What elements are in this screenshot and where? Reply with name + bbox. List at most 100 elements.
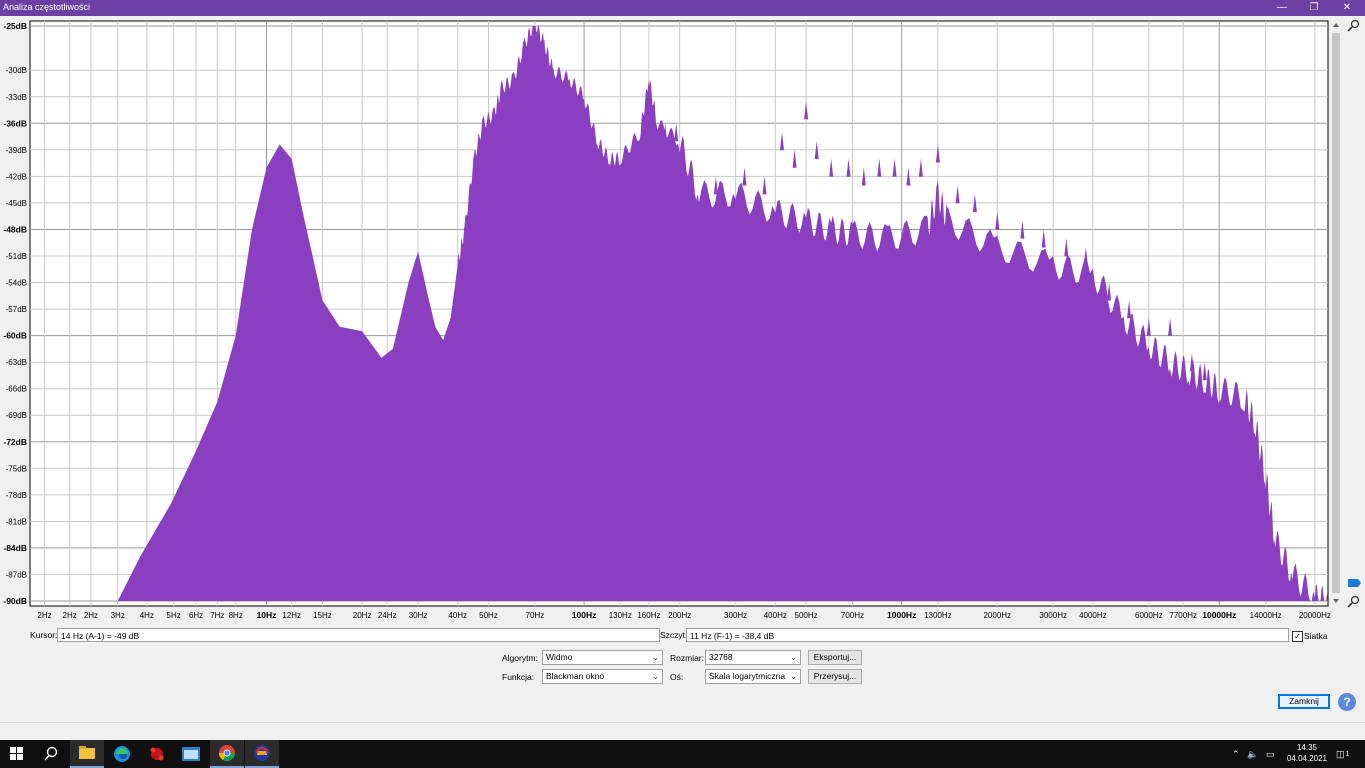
taskbar-app-red[interactable] xyxy=(140,740,174,768)
x-tick-label: 130Hz xyxy=(609,611,632,620)
x-tick-label: 2Hz xyxy=(84,611,98,620)
edge-browser-icon xyxy=(114,746,130,762)
x-tick-label: 2Hz xyxy=(63,611,77,620)
maximize-button[interactable]: ❐ xyxy=(1309,2,1319,13)
spectrum-spike xyxy=(877,158,882,177)
vertical-zoom-slider-icon[interactable] xyxy=(1348,579,1361,587)
y-tick-label: -54dB xyxy=(6,279,27,288)
x-tick-label: 1300Hz xyxy=(924,611,952,620)
y-tick-label: -84dB xyxy=(3,543,27,553)
spectrum-spike xyxy=(804,101,809,120)
export-button[interactable]: Eksportuj... xyxy=(808,650,862,665)
zoom-in-icon[interactable] xyxy=(1347,19,1360,32)
tray-volume[interactable]: 🔈 xyxy=(1247,740,1258,768)
spectrum-spike xyxy=(1146,317,1151,336)
x-tick-label: 6000Hz xyxy=(1135,611,1163,620)
x-tick-label: 160Hz xyxy=(637,611,660,620)
search-icon xyxy=(44,746,58,761)
x-tick-label: 50Hz xyxy=(479,611,498,620)
x-tick-label: 300Hz xyxy=(724,611,747,620)
replot-button[interactable]: Przerysuj... xyxy=(808,669,862,684)
peak-readout: 11 Hz (F-1) = -38,4 dB xyxy=(686,628,1289,642)
search-button[interactable] xyxy=(34,740,68,768)
algorithm-select[interactable]: Widmo ⌄ xyxy=(542,650,663,665)
taskbar-audacity[interactable] xyxy=(245,740,279,768)
spectrum-spike xyxy=(780,132,784,151)
y-tick-label: -33dB xyxy=(6,93,27,102)
x-tick-label: 4000Hz xyxy=(1079,611,1107,620)
spectrum-spike xyxy=(742,167,747,186)
y-tick-label: -42dB xyxy=(6,172,27,181)
chevron-down-icon: ⌄ xyxy=(652,672,659,681)
spectrum-spike xyxy=(892,158,897,177)
x-tick-label: 8Hz xyxy=(229,611,243,620)
size-label: Rozmiar: xyxy=(670,653,705,663)
close-window-button[interactable]: ✕ xyxy=(1342,2,1352,13)
y-tick-label: -63dB xyxy=(6,358,27,367)
chevron-down-icon: ⌄ xyxy=(790,672,797,681)
x-tick-label: 4Hz xyxy=(140,611,154,620)
y-tick-label: -69dB xyxy=(6,411,27,420)
spike-layer xyxy=(646,79,1207,381)
scroll-up-icon[interactable] xyxy=(1333,23,1339,27)
taskbar-file-explorer[interactable] xyxy=(70,740,104,768)
cursor-readout: 14 Hz (A-1) = -49 dB xyxy=(57,628,660,642)
spectrum-spike xyxy=(663,123,668,142)
dialog-body: -25dB -30dB -33dB -36dB -39dB -42dB -45dB -48dB… xyxy=(0,16,1365,740)
y-tick-label: -48dB xyxy=(3,224,27,234)
spectrum-spike xyxy=(1168,317,1173,336)
function-select[interactable]: Blackman okno ⌄ xyxy=(542,669,663,684)
tray-show-hidden[interactable]: ⌃ xyxy=(1232,740,1240,768)
x-tick-label: 20000Hz xyxy=(1299,611,1331,620)
x-tick-label: 100Hz xyxy=(572,610,597,620)
spectrum-spike xyxy=(906,167,911,186)
y-axis-labels: -25dB -30dB -33dB -36dB -39dB -42dB -45dB -48dB… xyxy=(3,21,27,606)
spectrum-spike xyxy=(918,158,923,177)
spectrum-spike xyxy=(646,79,651,98)
close-button[interactable]: Zamknij xyxy=(1278,694,1330,709)
taskbar-edge[interactable] xyxy=(105,740,139,768)
y-tick-label: -39dB xyxy=(6,146,27,155)
x-tick-label: 20Hz xyxy=(353,611,372,620)
help-button[interactable]: ? xyxy=(1338,693,1356,711)
spectrum-spike xyxy=(1189,353,1194,372)
spectrum-spike xyxy=(1083,247,1088,266)
spectrum-spike xyxy=(814,141,819,159)
function-selected: Blackman okno xyxy=(546,671,605,681)
zoom-out-icon[interactable] xyxy=(1347,595,1360,608)
x-axis-labels: 2Hz 2Hz 2Hz 3Hz 4Hz 5Hz 6Hz 7Hz 8Hz 10Hz 12Hz 15Hz 2… xyxy=(37,610,1330,620)
x-tick-label: 2000Hz xyxy=(983,611,1011,620)
notification-icon: ◫ xyxy=(1336,748,1345,759)
volume-icon: 🔈 xyxy=(1247,748,1259,759)
size-select[interactable]: 32768 ⌄ xyxy=(705,650,801,665)
tray-network[interactable]: ▭ xyxy=(1266,740,1275,768)
taskbar-chrome[interactable] xyxy=(210,740,244,768)
start-button[interactable] xyxy=(0,740,34,768)
spectrum-spike xyxy=(861,167,866,186)
chrome-browser-icon xyxy=(218,745,236,762)
network-icon: ▭ xyxy=(1266,748,1275,759)
spectrum-spike xyxy=(674,123,679,142)
spectrum-spike xyxy=(713,176,718,195)
spectrum-spike xyxy=(792,149,797,168)
grid-checkbox[interactable]: ✓ xyxy=(1292,631,1303,642)
y-tick-label: -25dB xyxy=(3,21,27,31)
taskbar-app-window[interactable] xyxy=(174,740,208,768)
action-center-button[interactable]: ◫ 1 xyxy=(1336,740,1349,768)
y-tick-label: -36dB xyxy=(3,118,27,128)
scroll-down-icon[interactable] xyxy=(1333,599,1339,603)
axis-select[interactable]: Skala logarytmiczna ⌄ xyxy=(705,669,801,684)
y-tick-label: -75dB xyxy=(6,464,27,473)
x-tick-label: 500Hz xyxy=(795,611,818,620)
x-tick-label: 7Hz xyxy=(210,611,224,620)
scrollbar-thumb[interactable] xyxy=(1332,33,1340,593)
x-tick-label: 14000Hz xyxy=(1250,611,1282,620)
taskbar-clock[interactable]: 14:35 04.04.2021 xyxy=(1283,742,1331,764)
x-tick-label: 200Hz xyxy=(668,611,691,620)
y-tick-label: -81dB xyxy=(6,517,27,526)
help-icon: ? xyxy=(1343,695,1351,709)
spectrum-plot: -25dB -30dB -33dB -36dB -39dB -42dB -45dB -48dB… xyxy=(3,19,1361,620)
spectrum-spike xyxy=(972,194,977,213)
minimize-button[interactable]: — xyxy=(1277,2,1287,13)
spectrum-spike xyxy=(762,176,767,195)
